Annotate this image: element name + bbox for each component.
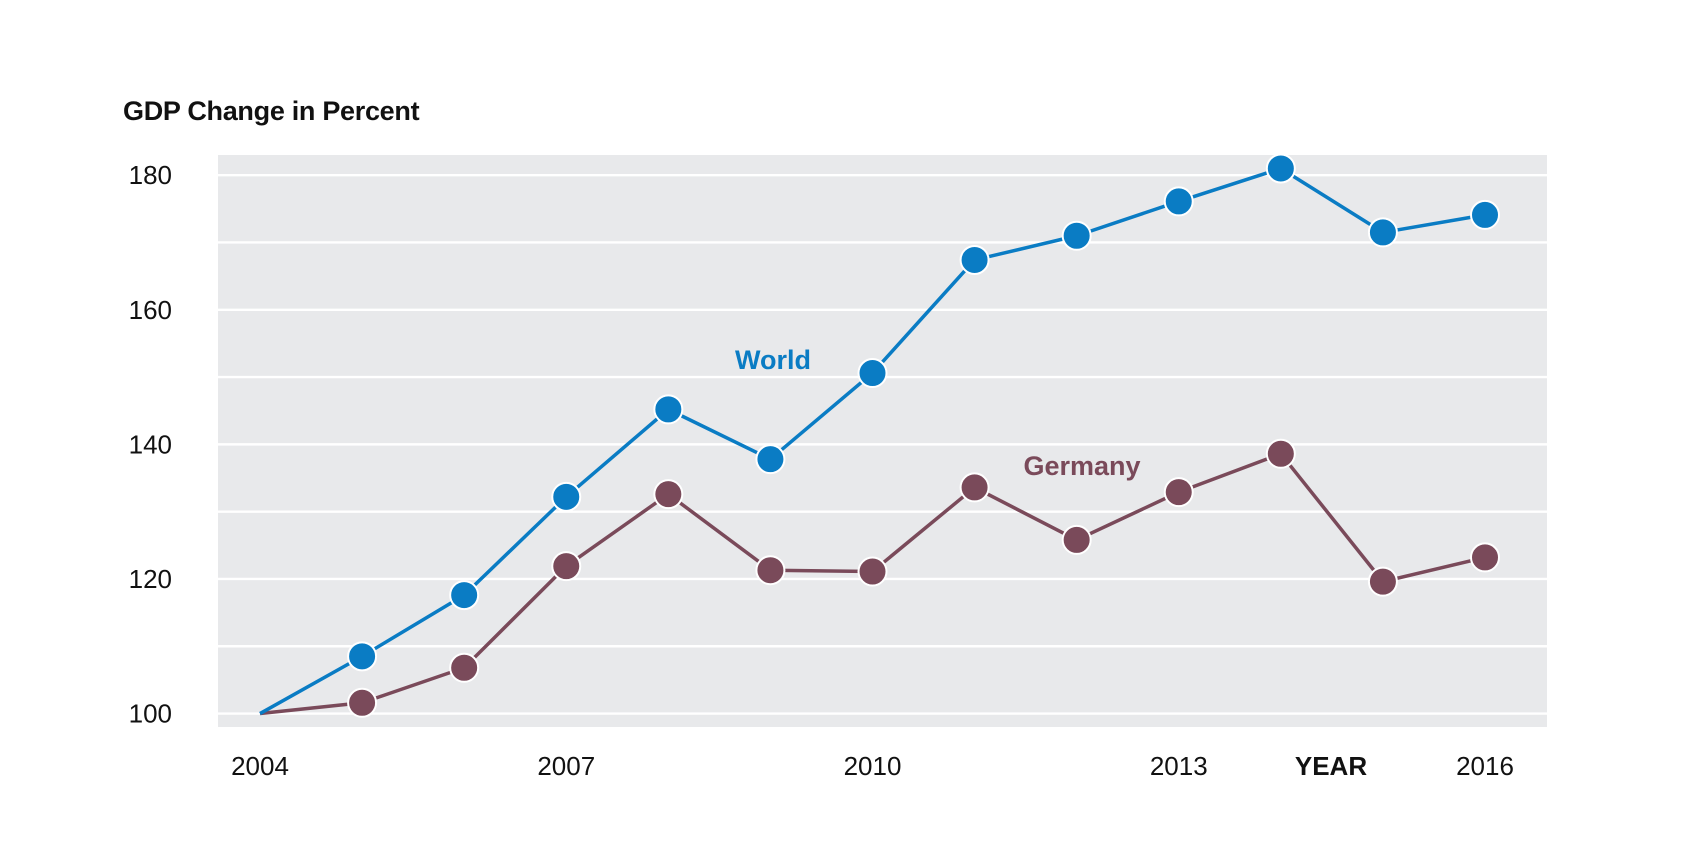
data-point	[449, 580, 480, 611]
y-tick-label: 120	[129, 564, 172, 594]
x-tick-label: 2010	[844, 751, 902, 781]
x-tick-label: 2004	[231, 751, 289, 781]
x-axis-ticks: 2004 2007 2010 2013 2016	[231, 751, 1514, 781]
data-point	[1163, 186, 1194, 217]
data-point	[653, 479, 684, 510]
x-axis-label: YEAR	[1295, 751, 1367, 781]
series-label: World	[735, 345, 811, 375]
plot-background	[218, 155, 1547, 727]
data-point	[755, 444, 786, 475]
data-point	[755, 555, 786, 586]
x-tick-label: 2013	[1150, 751, 1208, 781]
data-point	[857, 358, 888, 389]
data-point	[1265, 438, 1296, 469]
data-point	[959, 472, 990, 503]
y-tick-label: 140	[129, 429, 172, 459]
y-axis-ticks: 100 120 140 160 180	[129, 160, 172, 728]
data-point	[347, 641, 378, 672]
data-point	[653, 394, 684, 425]
data-point	[1367, 566, 1398, 597]
series-labels: World Germany	[735, 345, 1141, 481]
data-point	[1265, 153, 1296, 184]
data-point	[1470, 542, 1500, 573]
data-point	[449, 652, 480, 683]
chart-title: GDP Change in Percent	[123, 96, 420, 126]
data-point	[551, 551, 582, 582]
series-lines	[259, 153, 1500, 718]
data-point	[1163, 477, 1194, 508]
data-point	[1061, 524, 1092, 555]
x-tick-label: 2007	[537, 751, 595, 781]
data-point	[959, 244, 990, 275]
series-label: Germany	[1023, 451, 1140, 481]
data-point	[1367, 217, 1398, 248]
data-point	[857, 556, 888, 587]
y-tick-label: 160	[129, 295, 172, 325]
data-point	[1470, 199, 1500, 230]
data-point	[551, 481, 582, 512]
data-point	[1061, 220, 1092, 251]
x-tick-label: 2016	[1456, 751, 1514, 781]
series-world	[259, 153, 1500, 716]
data-point	[347, 687, 378, 718]
y-tick-label: 180	[129, 160, 172, 190]
y-tick-label: 100	[129, 699, 172, 729]
series-germany	[259, 438, 1500, 718]
